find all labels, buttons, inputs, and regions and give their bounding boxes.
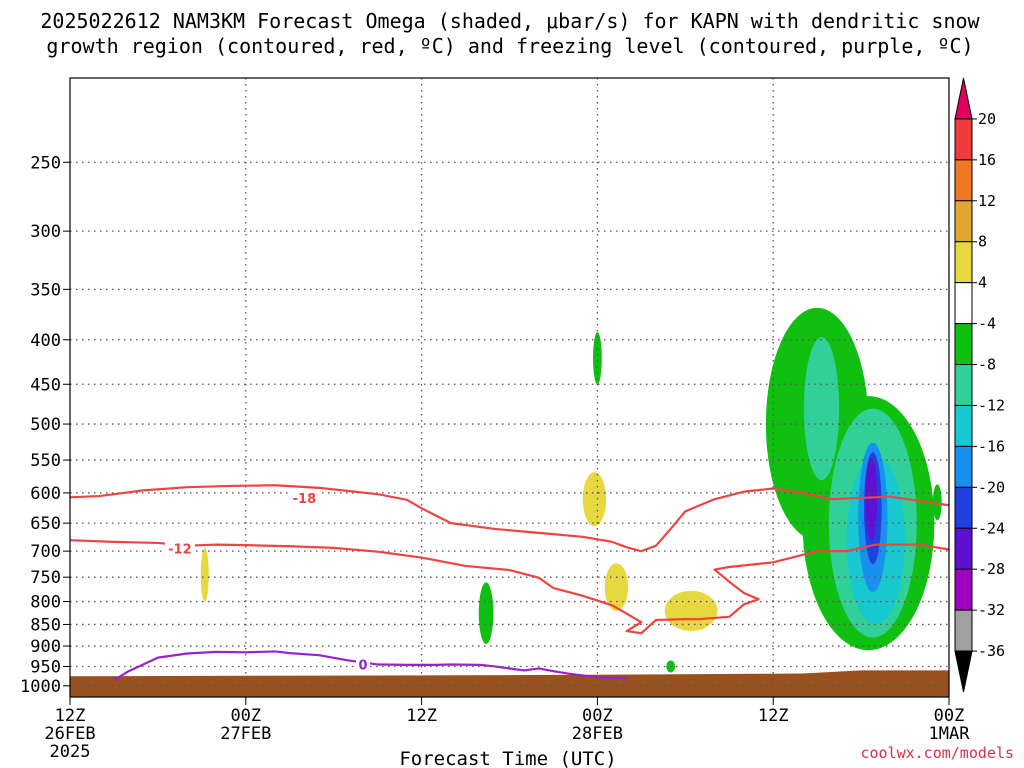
- title: 2025022612 NAM3KM Forecast Omega (shaded…: [40, 9, 980, 58]
- colorbar: 20 16 12 8 4 -4 -8 -12 -16 -20 -24 -28 -32 -36: [954, 77, 1005, 693]
- colorbar-swatch-12: [954, 568, 973, 611]
- colorbar-swatch-9: [954, 445, 973, 488]
- contour-label-bg-1: [164, 540, 195, 556]
- y-tick-label-2: 350: [30, 280, 61, 300]
- omega-region-1: [582, 472, 607, 527]
- colorbar-swatch-4: [954, 241, 973, 284]
- x-tick-label-0-1: 26FEB: [44, 724, 95, 744]
- y-tick-label-1: 300: [30, 222, 61, 242]
- colorbar-label-6: -8: [978, 356, 996, 374]
- colorbar-swatch-6: [954, 323, 973, 366]
- colorbar-label-13: -36: [978, 642, 1005, 660]
- colorbar-swatch-0: [954, 77, 973, 120]
- x-tick-label-3-0: 00Z: [582, 706, 613, 726]
- colorbar-swatch-8: [954, 404, 973, 447]
- omega-region-11: [803, 337, 840, 481]
- contour-label-dgz_-12: -12: [168, 542, 192, 557]
- title-line-1: 2025022612 NAM3KM Forecast Omega (shaded…: [40, 9, 980, 33]
- colorbar-swatch-2: [954, 159, 973, 202]
- colorbar-swatch-1: [954, 118, 973, 161]
- colorbar-label-3: 8: [978, 233, 987, 251]
- terrain-fill: [70, 670, 949, 697]
- colorbar-swatch-13: [954, 609, 973, 652]
- y-tick-label-13: 900: [30, 637, 61, 657]
- omega-region-3: [664, 590, 718, 632]
- contour-label-bg-0: [289, 489, 320, 505]
- y-tick-label-8: 650: [30, 514, 61, 534]
- colorbar-label-0: 20: [978, 110, 996, 128]
- contour-label-freezing_0: 0: [358, 658, 367, 673]
- x-tick-label-2-0: 12Z: [406, 706, 437, 726]
- y-tick-label-14: 950: [30, 657, 61, 677]
- colorbar-label-8: -16: [978, 437, 1005, 455]
- y-tick-label-6: 550: [30, 451, 61, 471]
- omega-region-4: [593, 332, 602, 385]
- colorbar-label-5: -4: [978, 315, 996, 333]
- colorbar-label-2: 12: [978, 192, 996, 210]
- x-tick-label-5-0: 00Z: [934, 706, 965, 726]
- y-tick-label-12: 850: [30, 615, 61, 635]
- x-axis-title: Forecast Time (UTC): [399, 748, 616, 768]
- plot-content: -18 -12 0: [70, 78, 949, 697]
- x-tick-label-0-2: 2025: [50, 742, 91, 762]
- y-tick-label-7: 600: [30, 484, 61, 504]
- y-tick-label-3: 400: [30, 331, 61, 351]
- contour-freezing_0: [113, 650, 627, 682]
- contour-label-dgz_-18: -18: [293, 492, 317, 507]
- colorbar-label-4: 4: [978, 274, 987, 292]
- plot-area: -18 -12 0: [70, 78, 949, 697]
- colorbar-label-1: 16: [978, 151, 996, 169]
- x-tick-label-1-0: 00Z: [230, 706, 261, 726]
- colorbar-label-12: -32: [978, 601, 1005, 619]
- colorbar-swatch-7: [954, 364, 973, 406]
- y-tick-label-10: 750: [30, 568, 61, 588]
- omega-region-2: [604, 563, 629, 611]
- title-line-2: growth region (contoured, red, ºC) and f…: [46, 34, 973, 58]
- x-tick-label-4-0: 12Z: [758, 706, 789, 726]
- axes: 2503003504004505005506006507007508008509…: [20, 77, 971, 762]
- colorbar-label-10: -24: [978, 519, 1005, 537]
- x-tick-label-0-0: 12Z: [55, 706, 86, 726]
- y-tick-label-11: 800: [30, 593, 61, 613]
- contour-dgz_-12: [70, 539, 949, 635]
- colorbar-label-9: -20: [978, 478, 1005, 496]
- y-tick-label-4: 450: [30, 375, 61, 395]
- colorbar-swatch-3: [954, 200, 973, 243]
- colorbar-swatch-10: [954, 486, 973, 529]
- colorbar-swatch-11: [954, 527, 973, 570]
- omega-region-5: [478, 582, 494, 644]
- contour-label-bg-2: [356, 656, 370, 672]
- colorbar-label-11: -28: [978, 560, 1005, 578]
- x-tick-label-5-1: 1MAR: [929, 724, 971, 744]
- colorbar-swatch-14: [954, 650, 973, 693]
- y-tick-label-5: 500: [30, 415, 61, 435]
- colorbar-swatch-5: [954, 282, 973, 325]
- y-tick-label-15: 1000: [20, 677, 61, 697]
- colorbar-label-7: -12: [978, 396, 1005, 414]
- x-tick-label-3-1: 28FEB: [572, 724, 623, 744]
- y-tick-label-9: 700: [30, 542, 61, 562]
- omega-region-0: [200, 547, 209, 602]
- omega-region-15: [865, 458, 878, 541]
- credit-text: coolwx.com/models: [860, 744, 1014, 762]
- x-tick-label-1-1: 27FEB: [220, 724, 271, 744]
- plot-frame: [69, 77, 950, 698]
- contour-dgz_-18: [70, 484, 949, 553]
- y-tick-label-0: 250: [30, 153, 61, 173]
